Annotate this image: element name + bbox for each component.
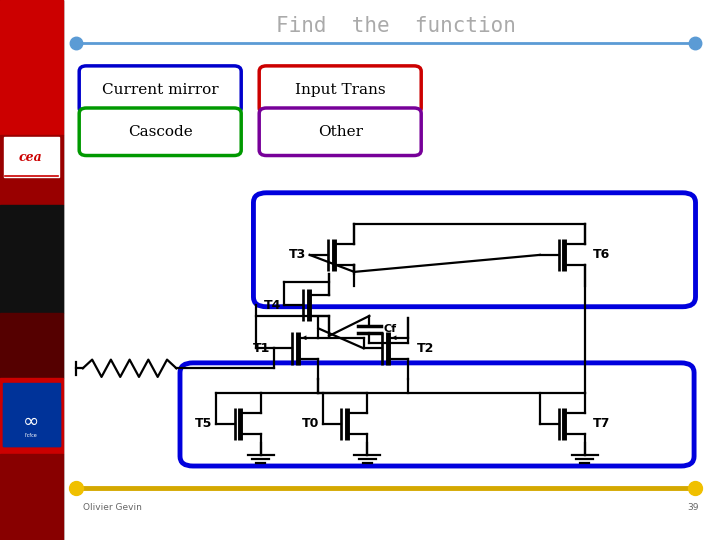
Text: Find  the  function: Find the function <box>276 16 516 36</box>
Bar <box>4 137 59 177</box>
Bar <box>0 0 63 540</box>
Text: T5: T5 <box>195 417 212 430</box>
Text: Olivier Gevin: Olivier Gevin <box>83 503 142 512</box>
Text: Input Trans: Input Trans <box>295 83 385 97</box>
Text: ∞: ∞ <box>22 411 39 431</box>
Text: T3: T3 <box>289 248 306 261</box>
Text: Cf: Cf <box>384 325 397 334</box>
FancyBboxPatch shape <box>253 193 696 307</box>
Text: Other: Other <box>318 125 363 139</box>
Text: Cascode: Cascode <box>128 125 192 139</box>
Bar <box>0 378 63 454</box>
Text: T1: T1 <box>253 342 270 355</box>
Text: 39: 39 <box>687 503 698 512</box>
Bar <box>0 454 63 540</box>
Text: T6: T6 <box>593 248 611 261</box>
Bar <box>0 135 63 205</box>
FancyBboxPatch shape <box>259 66 421 113</box>
Bar <box>3 402 60 446</box>
FancyBboxPatch shape <box>259 108 421 156</box>
FancyBboxPatch shape <box>79 108 241 156</box>
Text: cea: cea <box>19 151 42 164</box>
Bar <box>0 313 63 378</box>
Text: T7: T7 <box>593 417 611 430</box>
Text: T0: T0 <box>302 417 319 430</box>
FancyBboxPatch shape <box>180 363 694 466</box>
Text: l'cfce: l'cfce <box>24 434 37 438</box>
Bar <box>3 383 60 446</box>
Text: Current mirror: Current mirror <box>102 83 218 97</box>
Bar <box>0 205 63 313</box>
Text: T2: T2 <box>417 342 434 355</box>
Text: T4: T4 <box>264 299 281 312</box>
FancyBboxPatch shape <box>79 66 241 113</box>
Bar <box>0 0 63 135</box>
